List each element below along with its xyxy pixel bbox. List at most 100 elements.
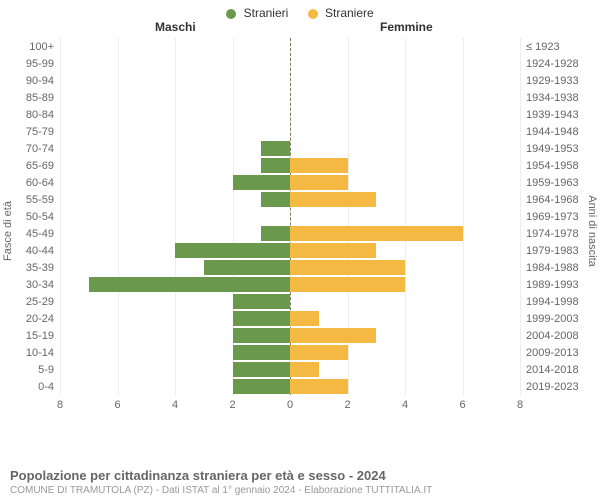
- pyramid-row: [60, 361, 520, 378]
- pyramid-row: [60, 242, 520, 259]
- bar-male: [233, 362, 291, 377]
- age-label: 25-29: [26, 297, 54, 308]
- pyramid-row: [60, 89, 520, 106]
- age-label: 100+: [29, 42, 54, 53]
- pyramid-row: [60, 72, 520, 89]
- x-tick: 8: [57, 399, 63, 411]
- x-tick: 0: [287, 399, 293, 411]
- age-label: 50-54: [26, 212, 54, 223]
- plot-area: [60, 38, 520, 395]
- chart-title: Popolazione per cittadinanza straniera p…: [10, 468, 590, 483]
- pyramid-row: [60, 208, 520, 225]
- bar-female: [290, 260, 405, 275]
- footer: Popolazione per cittadinanza straniera p…: [10, 468, 590, 496]
- bar-female: [290, 311, 319, 326]
- pyramid-row: [60, 225, 520, 242]
- birth-year-label: 1929-1933: [526, 76, 579, 87]
- age-label: 15-19: [26, 331, 54, 342]
- age-label: 75-79: [26, 127, 54, 138]
- bar-male: [261, 192, 290, 207]
- bar-female: [290, 362, 319, 377]
- birth-year-label: 1989-1993: [526, 280, 579, 291]
- legend: Stranieri Straniere: [0, 0, 600, 20]
- column-headers: Maschi Femmine: [0, 20, 600, 38]
- bar-female: [290, 192, 376, 207]
- bar-male: [233, 345, 291, 360]
- pyramid-row: [60, 293, 520, 310]
- age-label: 60-64: [26, 178, 54, 189]
- birth-year-label: 1949-1953: [526, 144, 579, 155]
- pyramid-row: [60, 157, 520, 174]
- birth-year-label: 1954-1958: [526, 161, 579, 172]
- bar-male: [89, 277, 290, 292]
- bar-female: [290, 345, 348, 360]
- pyramid-chart: Fasce di età Anni di nascita 8 6 4 2 0 2 4 6 8 10…: [0, 38, 600, 423]
- birth-year-label: 1944-1948: [526, 127, 579, 138]
- pyramid-row: [60, 140, 520, 157]
- bar-female: [290, 328, 376, 343]
- bar-male: [261, 158, 290, 173]
- birth-year-label: 1974-1978: [526, 229, 579, 240]
- birth-year-label: 2004-2008: [526, 331, 579, 342]
- y-axis-title-left: Fasce di età: [2, 201, 14, 261]
- legend-swatch-male: [226, 9, 236, 19]
- birth-year-label: 1984-1988: [526, 263, 579, 274]
- chart-subtitle: COMUNE DI TRAMUTOLA (PZ) - Dati ISTAT al…: [10, 485, 590, 496]
- age-label: 85-89: [26, 93, 54, 104]
- pyramid-row: [60, 310, 520, 327]
- column-header-female: Femmine: [380, 20, 433, 34]
- x-tick: 2: [344, 399, 350, 411]
- legend-swatch-female: [308, 9, 318, 19]
- column-header-male: Maschi: [155, 20, 196, 34]
- birth-year-label: 2014-2018: [526, 365, 579, 376]
- bar-female: [290, 158, 348, 173]
- age-label: 90-94: [26, 76, 54, 87]
- legend-label-male: Stranieri: [244, 6, 289, 20]
- pyramid-row: [60, 344, 520, 361]
- pyramid-row: [60, 174, 520, 191]
- bar-male: [175, 243, 290, 258]
- birth-year-label: 1969-1973: [526, 212, 579, 223]
- birth-year-label: 1999-2003: [526, 314, 579, 325]
- x-tick: 8: [517, 399, 523, 411]
- pyramid-row: [60, 38, 520, 55]
- birth-year-label: 2009-2013: [526, 348, 579, 359]
- bar-male: [233, 379, 291, 394]
- bar-female: [290, 277, 405, 292]
- age-label: 30-34: [26, 280, 54, 291]
- bar-male: [233, 328, 291, 343]
- pyramid-row: [60, 378, 520, 395]
- legend-item-male: Stranieri: [226, 6, 288, 20]
- x-tick: 4: [402, 399, 408, 411]
- bar-male: [233, 175, 291, 190]
- x-tick: 6: [459, 399, 465, 411]
- birth-year-label: 1959-1963: [526, 178, 579, 189]
- age-label: 45-49: [26, 229, 54, 240]
- age-label: 55-59: [26, 195, 54, 206]
- birth-year-label: 1924-1928: [526, 59, 579, 70]
- age-label: 0-4: [38, 382, 54, 393]
- bar-male: [233, 294, 291, 309]
- x-tick: 4: [172, 399, 178, 411]
- age-label: 70-74: [26, 144, 54, 155]
- pyramid-row: [60, 106, 520, 123]
- legend-item-female: Straniere: [308, 6, 374, 20]
- bar-male: [204, 260, 290, 275]
- x-tick: 6: [114, 399, 120, 411]
- pyramid-row: [60, 191, 520, 208]
- birth-year-label: 1934-1938: [526, 93, 579, 104]
- x-tick: 2: [229, 399, 235, 411]
- grid-line: [520, 38, 521, 395]
- y-axis-title-right: Anni di nascita: [586, 195, 598, 267]
- birth-year-label: 1994-1998: [526, 297, 579, 308]
- birth-year-label: 1979-1983: [526, 246, 579, 257]
- birth-year-label: 2019-2023: [526, 382, 579, 393]
- age-label: 40-44: [26, 246, 54, 257]
- birth-year-label: 1964-1968: [526, 195, 579, 206]
- bar-female: [290, 175, 348, 190]
- pyramid-row: [60, 327, 520, 344]
- birth-year-label: 1939-1943: [526, 110, 579, 121]
- bar-female: [290, 243, 376, 258]
- pyramid-row: [60, 276, 520, 293]
- age-label: 65-69: [26, 161, 54, 172]
